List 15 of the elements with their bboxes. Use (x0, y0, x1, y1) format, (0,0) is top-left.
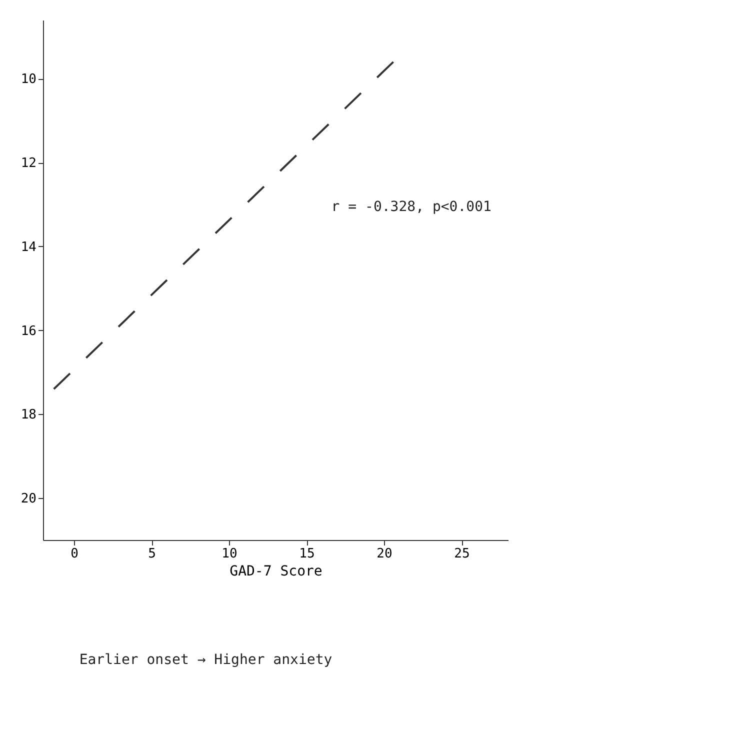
x-tick-label: 10 (222, 546, 238, 562)
y-tick-label: 14 (20, 240, 37, 255)
y-tick-label: 20 (20, 492, 36, 507)
y-tick-label: 12 (20, 156, 36, 172)
y-tick-label: 10 (20, 72, 36, 88)
x-tick-label: 15 (299, 546, 315, 562)
x-tick-label: 5 (148, 546, 156, 562)
annotation: r = -0.328, p<0.001 (331, 199, 492, 216)
y-tick-label: 16 (20, 324, 36, 339)
text: Earlier onset → Higher anxiety (79, 652, 332, 668)
x-axis-title: GAD-7 Score (230, 564, 322, 580)
x-tick-label: 25 (454, 546, 470, 562)
y-tick-label: 18 (20, 408, 36, 423)
x-tick-label: 0 (70, 546, 78, 562)
x-tick-label: 20 (376, 546, 392, 562)
